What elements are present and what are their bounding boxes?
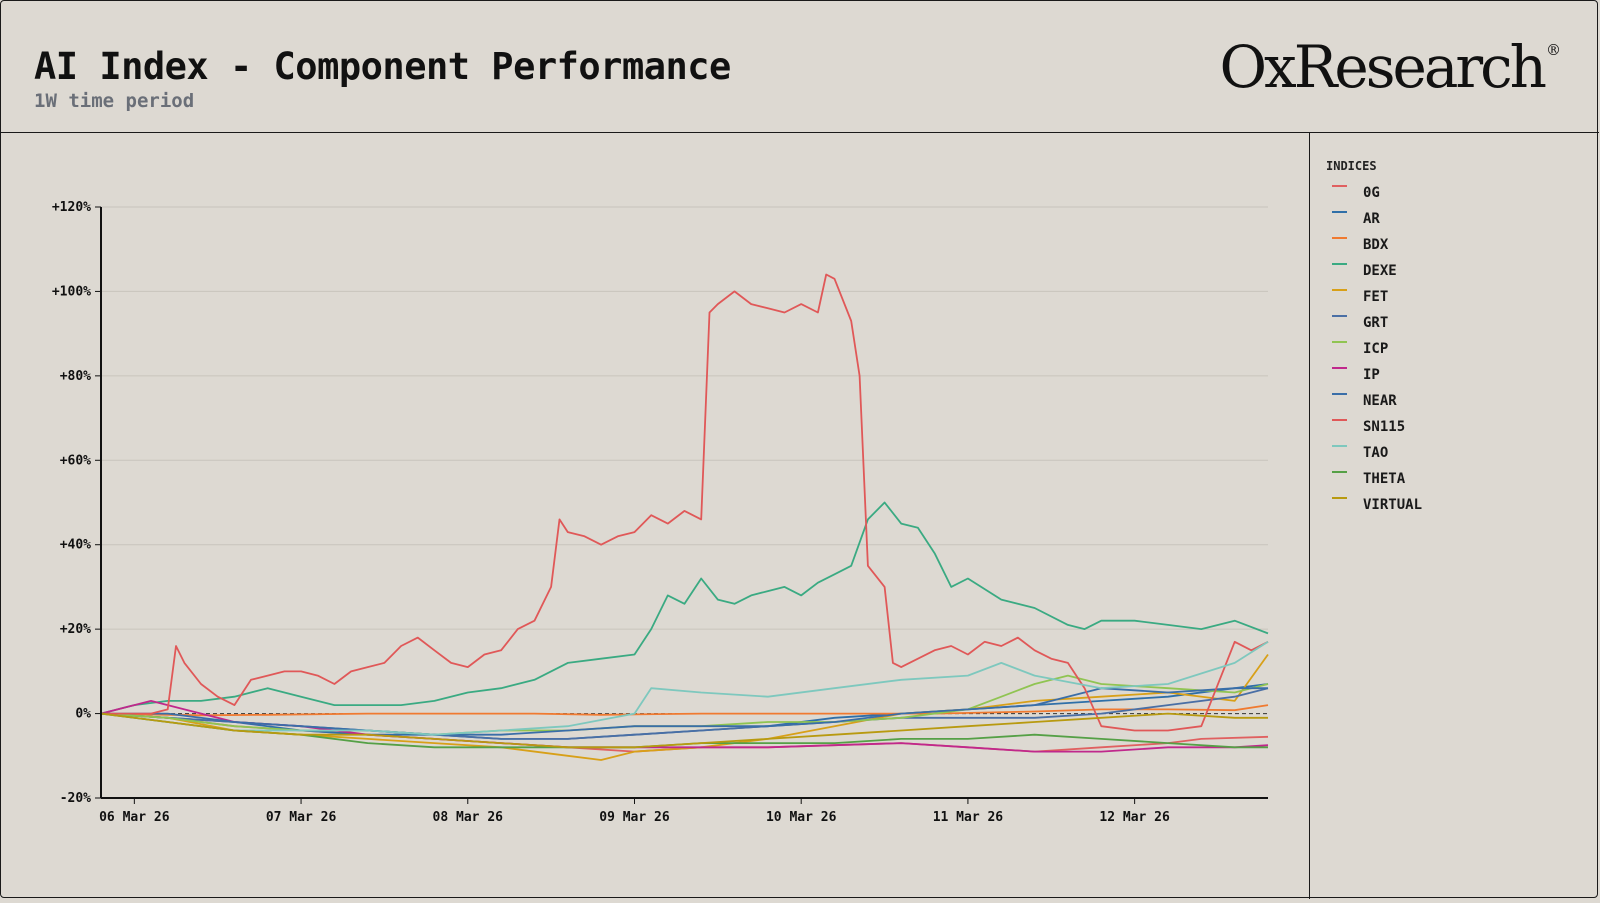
legend-swatch [1332, 497, 1347, 499]
legend-item-ar: AR [1332, 206, 1422, 232]
legend-label: SN115 [1363, 419, 1406, 435]
legend-item-virtual: VIRTUAL [1332, 492, 1422, 518]
legend-swatch [1332, 315, 1347, 317]
x-tick-label: 07 Mar 26 [266, 810, 337, 825]
legend-swatch [1332, 471, 1347, 473]
brand-logo: OxResearch ® [1219, 33, 1562, 101]
legend-item-0g: 0G [1332, 180, 1422, 206]
legend-item-ip: IP [1332, 362, 1422, 388]
x-tick-label: 06 Mar 26 [99, 810, 170, 825]
legend-swatch [1332, 237, 1347, 239]
series-line-sn115 [101, 273, 1269, 732]
x-tick-label: 08 Mar 26 [433, 810, 504, 825]
registered-mark: ® [1546, 41, 1561, 59]
legend-swatch [1332, 211, 1347, 213]
legend-item-fet: FET [1332, 284, 1422, 310]
legend-swatch [1332, 393, 1347, 395]
legend-item-tao: TAO [1332, 440, 1422, 466]
series-line-dexe [100, 501, 1269, 715]
legend-panel: INDICES 0G AR BDX DEXE FET GRT ICP IP NEAR SN115 T… [1309, 132, 1599, 899]
legend-swatch [1332, 341, 1347, 343]
legend-item-icp: ICP [1332, 336, 1422, 362]
x-tick-label: 10 Mar 26 [766, 810, 837, 825]
header: AI Index - Component Performance 1W time… [1, 1, 1599, 133]
plot-area: -20% 0% +20% +40% +60% +80% +100% +120% 06 Mar 2… [1, 132, 1309, 899]
y-tick-label: 0% [75, 707, 91, 722]
series-line-tao [100, 641, 1269, 736]
legend-swatch [1332, 445, 1347, 447]
legend-swatch [1332, 289, 1347, 291]
legend-label: AR [1363, 211, 1380, 227]
legend-label: NEAR [1363, 393, 1397, 409]
y-tick-label: +60% [60, 453, 91, 468]
legend-label: 0G [1363, 185, 1380, 201]
legend-label: THETA [1363, 471, 1406, 487]
y-tick-label: +40% [60, 538, 91, 553]
legend-swatch [1332, 367, 1347, 369]
y-tick-label: +120% [52, 200, 91, 215]
y-tick-label: -20% [60, 791, 91, 806]
page-subtitle: 1W time period [34, 90, 195, 112]
legend-title: INDICES [1326, 159, 1377, 173]
legend-label: VIRTUAL [1363, 497, 1423, 513]
legend-label: ICP [1363, 341, 1389, 357]
y-tick-label: +100% [52, 284, 91, 299]
legend-item-grt: GRT [1332, 310, 1422, 336]
legend-item-theta: THETA [1332, 466, 1422, 492]
legend-item-bdx: BDX [1332, 232, 1422, 258]
legend-item-dexe: DEXE [1332, 258, 1422, 284]
x-tick-label: 09 Mar 26 [599, 810, 670, 825]
legend-label: TAO [1363, 445, 1389, 461]
y-tick-label: +80% [60, 369, 91, 384]
legend-label: GRT [1363, 315, 1389, 331]
legend-label: BDX [1363, 237, 1389, 253]
y-tick-label: +20% [60, 622, 91, 637]
legend-swatch [1332, 419, 1347, 421]
x-tick-label: 12 Mar 26 [1099, 810, 1170, 825]
line-chart: -20% 0% +20% +40% +60% +80% +100% +120% 06 Mar 2… [52, 200, 1269, 825]
legend-swatch [1332, 185, 1347, 187]
legend-swatch [1332, 263, 1347, 265]
legend-item-sn115: SN115 [1332, 414, 1422, 440]
legend-list: 0G AR BDX DEXE FET GRT ICP IP NEAR SN115 TAO THETA V… [1332, 180, 1422, 518]
legend-label: DEXE [1363, 263, 1397, 279]
page-title: AI Index - Component Performance [34, 45, 731, 88]
legend-item-near: NEAR [1332, 388, 1422, 414]
legend-label: FET [1363, 289, 1389, 305]
x-tick-label: 11 Mar 26 [933, 810, 1004, 825]
brand-name: OxResearch [1219, 33, 1547, 101]
series-line-virtual [100, 712, 1268, 749]
legend-label: IP [1363, 367, 1380, 383]
